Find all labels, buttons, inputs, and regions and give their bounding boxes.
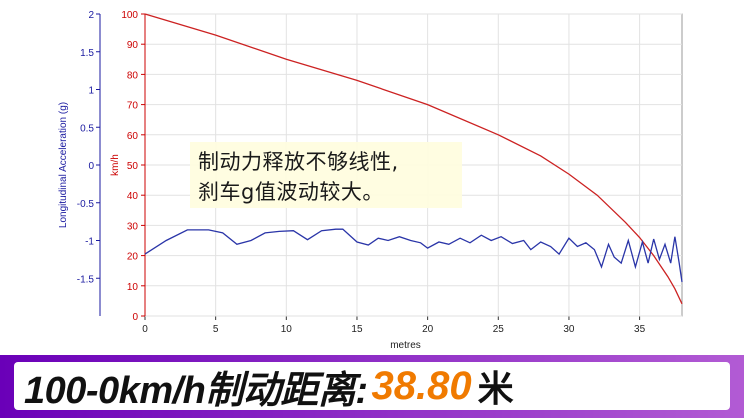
braking-distance-value: 38.80 bbox=[371, 363, 472, 408]
x-tick-label: 35 bbox=[634, 324, 646, 335]
braking-distance-label: 100-0km/h制动距离: bbox=[24, 369, 368, 412]
x-tick-label: 20 bbox=[422, 324, 434, 335]
left-axis-tick-label: 1 bbox=[88, 86, 94, 97]
chart-annotation: 制动力释放不够线性, 刹车g值波动较大。 bbox=[190, 142, 462, 208]
result-banner-panel: 100-0km/h制动距离: 38.80 米 bbox=[14, 362, 730, 412]
left-axis-tick-label: -0.5 bbox=[77, 199, 95, 210]
right-axis-tick-label: 90 bbox=[127, 40, 139, 51]
x-tick-label: 15 bbox=[351, 324, 363, 335]
speed-series-line bbox=[144, 13, 683, 305]
right-axis-tick-label: 40 bbox=[127, 191, 139, 202]
braking-chart: 0 5 10 15 20 25 30 35 100 90 80 70 60 50 40 30 20 10 0 2 1.5… bbox=[58, 10, 683, 351]
left-axis-title: Longitudinal Acceleration (g) bbox=[58, 102, 69, 228]
right-axis-tick-label: 0 bbox=[132, 312, 138, 323]
x-axis-title: metres bbox=[390, 340, 421, 351]
right-axis-tick-label: 70 bbox=[127, 101, 139, 112]
acceleration-series-line bbox=[144, 228, 683, 283]
x-tick-label: 10 bbox=[281, 324, 293, 335]
left-axis-tick-label: 0.5 bbox=[80, 123, 94, 134]
right-axis-tick-label: 60 bbox=[127, 131, 139, 142]
annotation-line-2: 刹车g值波动较大。 bbox=[198, 180, 384, 204]
left-axis-tick-label: 1.5 bbox=[80, 48, 94, 59]
annotation-line-1: 制动力释放不够线性, bbox=[198, 150, 399, 174]
right-axis-tick-label: 20 bbox=[127, 252, 139, 263]
right-axis-tick-label: 10 bbox=[127, 282, 139, 293]
x-tick-label: 30 bbox=[563, 324, 575, 335]
left-axis-tick-label: -1 bbox=[85, 237, 94, 248]
left-axis-tick-label: 2 bbox=[88, 10, 94, 21]
right-axis-title: km/h bbox=[110, 154, 121, 176]
left-axis-tick-label: -1.5 bbox=[77, 274, 95, 285]
x-tick-label: 25 bbox=[493, 324, 505, 335]
right-axis-tick-label: 80 bbox=[127, 70, 139, 81]
x-tick-label: 0 bbox=[142, 324, 148, 335]
x-tick-label: 5 bbox=[213, 324, 219, 335]
braking-distance-unit: 米 bbox=[477, 369, 514, 410]
result-banner: 100-0km/h制动距离: 38.80 米 bbox=[0, 355, 744, 418]
right-axis-tick-label: 100 bbox=[121, 10, 138, 21]
right-axis-tick-label: 30 bbox=[127, 221, 139, 232]
left-axis-tick-label: 0 bbox=[88, 161, 94, 172]
right-axis-tick-label: 50 bbox=[127, 161, 139, 172]
